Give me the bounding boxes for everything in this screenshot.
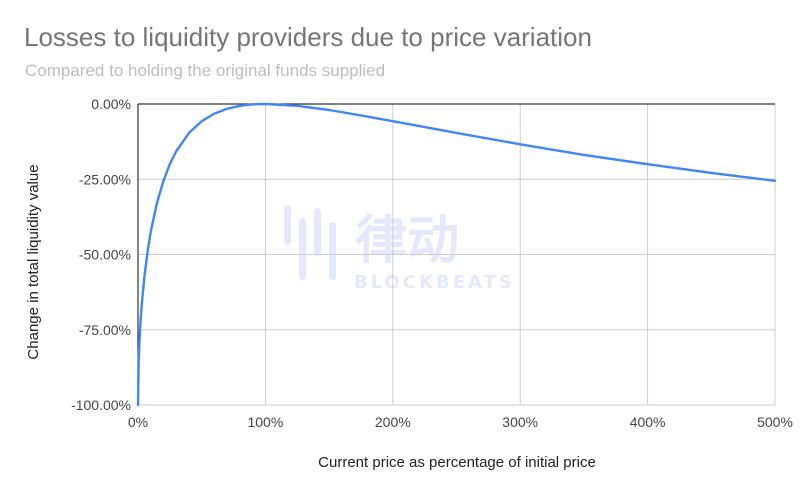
watermark-logo-icon <box>284 205 336 280</box>
x-tick-label: 300% <box>502 414 538 430</box>
x-tick-label: 100% <box>247 414 283 430</box>
x-tick-label: 500% <box>757 414 793 430</box>
x-tick-label: 0% <box>128 414 148 430</box>
y-axis-label: Change in total liquidity value <box>25 164 42 359</box>
watermark-bar-1 <box>299 218 306 280</box>
watermark-bar-2 <box>314 208 321 256</box>
series-line-0 <box>136 102 777 407</box>
y-tick-label: 0.00% <box>91 96 131 112</box>
x-axis-ticks: 0% 100% 200% 300% 400% 500% <box>128 414 793 430</box>
y-tick-label: -75.00% <box>79 322 131 338</box>
watermark-subtext: BLOCKBEATS <box>354 272 515 293</box>
y-tick-label: -100.00% <box>71 397 131 413</box>
x-axis-label: Current price as percentage of initial p… <box>318 454 596 471</box>
data-series <box>136 102 777 407</box>
watermark: 律动 BLOCKBEATS <box>284 205 515 293</box>
gridlines <box>138 104 776 405</box>
watermark-text: 律动 <box>355 211 459 271</box>
y-tick-label: -50.00% <box>79 247 131 263</box>
y-tick-label: -25.00% <box>79 171 131 187</box>
watermark-bar-0 <box>284 205 291 245</box>
watermark-bar-3 <box>329 222 336 280</box>
chart-subtitle: Compared to holding the original funds s… <box>25 61 386 80</box>
x-tick-label: 400% <box>630 414 666 430</box>
x-tick-label: 200% <box>375 414 411 430</box>
chart-title: Losses to liquidity providers due to pri… <box>24 22 592 52</box>
y-axis-ticks: 0.00% -25.00% -50.00% -75.00% -100.00% <box>71 96 131 413</box>
